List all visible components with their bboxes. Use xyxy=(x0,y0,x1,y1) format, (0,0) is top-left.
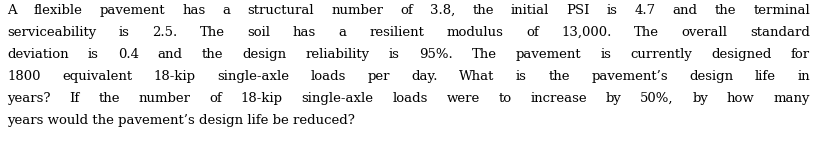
Text: 13,000.: 13,000. xyxy=(561,26,612,39)
Text: how: how xyxy=(727,92,755,105)
Text: 18-kip: 18-kip xyxy=(154,70,195,83)
Text: and: and xyxy=(672,4,698,17)
Text: loads: loads xyxy=(310,70,346,83)
Text: by: by xyxy=(692,92,708,105)
Text: PSI: PSI xyxy=(566,4,590,17)
Text: is: is xyxy=(87,48,99,61)
Text: years?: years? xyxy=(7,92,51,105)
Text: and: and xyxy=(158,48,183,61)
Text: If: If xyxy=(69,92,79,105)
Text: 95%.: 95%. xyxy=(419,48,453,61)
Text: The: The xyxy=(634,26,659,39)
Text: designed: designed xyxy=(712,48,772,61)
Text: is: is xyxy=(389,48,400,61)
Text: is: is xyxy=(600,48,611,61)
Text: pavement: pavement xyxy=(100,4,165,17)
Text: reliability: reliability xyxy=(306,48,370,61)
Text: of: of xyxy=(209,92,222,105)
Text: were: were xyxy=(446,92,480,105)
Text: terminal: terminal xyxy=(753,4,810,17)
Text: years would the pavement’s design life be reduced?: years would the pavement’s design life b… xyxy=(7,114,355,127)
Text: design: design xyxy=(690,70,734,83)
Text: is: is xyxy=(516,70,527,83)
Text: 2.5.: 2.5. xyxy=(152,26,177,39)
Text: is: is xyxy=(607,4,618,17)
Text: flexible: flexible xyxy=(33,4,83,17)
Text: day.: day. xyxy=(411,70,438,83)
Text: per: per xyxy=(368,70,390,83)
Text: the: the xyxy=(98,92,120,105)
Text: 4.7: 4.7 xyxy=(635,4,656,17)
Text: pavement: pavement xyxy=(516,48,582,61)
Text: the: the xyxy=(715,4,736,17)
Text: modulus: modulus xyxy=(447,26,503,39)
Text: has: has xyxy=(182,4,205,17)
Text: deviation: deviation xyxy=(7,48,69,61)
Text: overall: overall xyxy=(681,26,728,39)
Text: has: has xyxy=(293,26,316,39)
Text: What: What xyxy=(459,70,494,83)
Text: standard: standard xyxy=(750,26,810,39)
Text: equivalent: equivalent xyxy=(62,70,132,83)
Text: 1800: 1800 xyxy=(7,70,41,83)
Text: 18-kip: 18-kip xyxy=(241,92,283,105)
Text: the: the xyxy=(202,48,223,61)
Text: initial: initial xyxy=(511,4,549,17)
Text: for: for xyxy=(791,48,810,61)
Text: pavement’s: pavement’s xyxy=(592,70,667,83)
Text: 3.8,: 3.8, xyxy=(430,4,455,17)
Text: number: number xyxy=(331,4,383,17)
Text: life: life xyxy=(755,70,776,83)
Text: many: many xyxy=(774,92,810,105)
Text: in: in xyxy=(797,70,810,83)
Text: a: a xyxy=(339,26,346,39)
Text: of: of xyxy=(400,4,413,17)
Text: increase: increase xyxy=(530,92,587,105)
Text: 0.4: 0.4 xyxy=(118,48,139,61)
Text: a: a xyxy=(222,4,230,17)
Text: loads: loads xyxy=(392,92,427,105)
Text: resilient: resilient xyxy=(369,26,424,39)
Text: serviceability: serviceability xyxy=(7,26,96,39)
Text: single-axle: single-axle xyxy=(217,70,289,83)
Text: The: The xyxy=(200,26,225,39)
Text: the: the xyxy=(472,4,493,17)
Text: of: of xyxy=(526,26,538,39)
Text: number: number xyxy=(138,92,190,105)
Text: The: The xyxy=(471,48,497,61)
Text: A: A xyxy=(7,4,16,17)
Text: soil: soil xyxy=(248,26,270,39)
Text: single-axle: single-axle xyxy=(301,92,373,105)
Text: to: to xyxy=(498,92,511,105)
Text: is: is xyxy=(118,26,130,39)
Text: by: by xyxy=(605,92,622,105)
Text: structural: structural xyxy=(248,4,314,17)
Text: the: the xyxy=(548,70,569,83)
Text: design: design xyxy=(243,48,287,61)
Text: 50%,: 50%, xyxy=(641,92,674,105)
Text: currently: currently xyxy=(631,48,692,61)
